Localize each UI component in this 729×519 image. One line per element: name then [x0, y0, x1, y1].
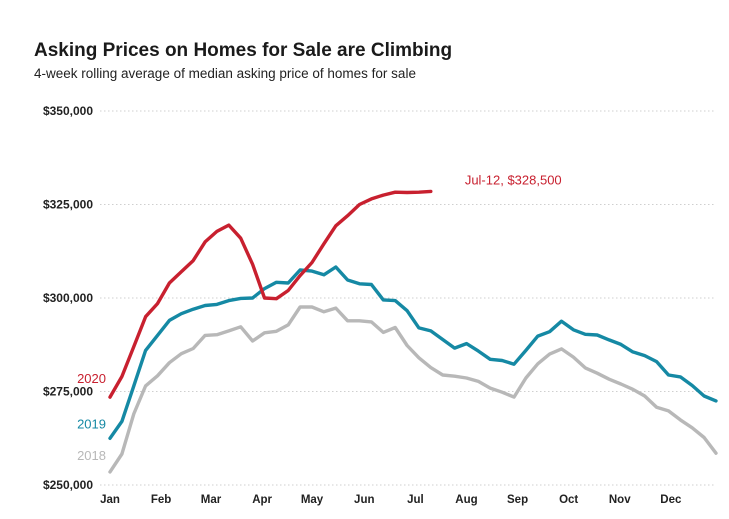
x-tick-label: Jun	[354, 494, 374, 506]
series-label-2020: 2020	[77, 371, 106, 386]
series-line-2019	[108, 265, 718, 440]
x-tick-label: Jan	[100, 494, 120, 506]
chart-subtitle: 4-week rolling average of median asking …	[34, 66, 416, 81]
y-axis: $250,000 $275,000 $300,000 $325,000 $350,000	[43, 104, 93, 492]
y-tick-label: $250,000	[43, 478, 93, 492]
x-tick-label: Sep	[507, 494, 528, 506]
x-tick-label: Oct	[559, 494, 578, 506]
series-lines	[108, 189, 718, 474]
series-label-2018: 2018	[77, 448, 106, 463]
series-line-2018	[108, 305, 718, 474]
y-tick-label: $275,000	[43, 385, 93, 399]
x-tick-label: Nov	[609, 494, 631, 506]
series-labels: 2020 2019 2018 Jul-12, $328,500	[77, 172, 562, 463]
x-tick-label: Aug	[455, 494, 477, 506]
x-tick-label: Jul	[407, 494, 424, 506]
gridlines	[100, 110, 716, 486]
x-axis: Jan Feb Mar Apr May Jun Jul Aug Sep Oct Nov Dec	[100, 494, 682, 506]
y-tick-label: $350,000	[43, 104, 93, 118]
annotation-label: Jul-12, $328,500	[465, 172, 562, 187]
x-tick-label: May	[301, 494, 324, 506]
y-tick-label: $300,000	[43, 291, 93, 305]
y-tick-label: $325,000	[43, 198, 93, 212]
x-tick-label: Mar	[201, 494, 222, 506]
chart-title: Asking Prices on Homes for Sale are Clim…	[34, 40, 453, 61]
series-line-2020	[108, 189, 433, 399]
x-tick-label: Dec	[660, 494, 682, 506]
series-label-2019: 2019	[77, 416, 106, 431]
x-tick-label: Apr	[252, 494, 272, 506]
x-tick-label: Feb	[151, 494, 171, 506]
